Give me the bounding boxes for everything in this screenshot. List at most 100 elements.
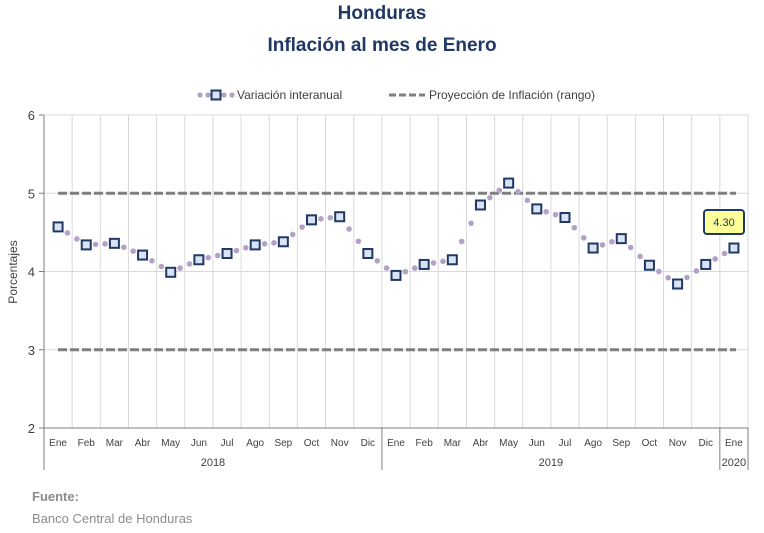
x-tick-label: Feb <box>78 438 96 449</box>
series-dot <box>383 265 390 271</box>
legend: Variación interanual Proyección de Infla… <box>197 88 595 102</box>
year-label: 2018 <box>201 457 225 469</box>
series-dot <box>289 231 296 238</box>
series-dot <box>627 244 634 251</box>
x-tick-label: Jun <box>529 438 545 449</box>
series-dot <box>571 224 578 231</box>
series-dot <box>515 188 521 195</box>
data-point-marker <box>52 221 64 233</box>
data-point-marker <box>531 203 543 215</box>
x-tick-label: Oct <box>304 438 320 449</box>
legend-dot-icon <box>197 92 203 98</box>
y-tick-label: 5 <box>28 186 35 201</box>
series-dot <box>374 258 381 264</box>
data-point-marker <box>334 211 346 223</box>
series-dot <box>599 242 606 248</box>
data-point-marker <box>503 177 515 189</box>
series-dot <box>346 226 352 232</box>
x-tick-label: Abr <box>473 438 489 449</box>
value-callout-text: 4.30 <box>713 217 734 229</box>
data-point-marker <box>418 258 430 270</box>
series-dot <box>327 214 334 221</box>
x-tick-label: May <box>161 438 180 449</box>
series-dot <box>684 274 690 281</box>
series-dot <box>552 211 559 218</box>
y-tick-label: 6 <box>28 108 35 123</box>
series-dot <box>205 254 212 261</box>
x-tick-label: Nov <box>331 438 349 449</box>
data-point-marker <box>587 242 599 254</box>
data-point-marker <box>672 278 684 290</box>
x-tick-label: Ene <box>725 438 743 449</box>
series-dot <box>402 268 409 275</box>
legend-square-marker-icon <box>210 89 222 101</box>
legend-dot-icon <box>205 92 211 98</box>
series-dot <box>496 187 503 194</box>
data-point-marker <box>277 236 289 248</box>
x-tick-label: Mar <box>444 438 462 449</box>
data-point-marker <box>137 249 149 261</box>
series-dot <box>458 238 465 245</box>
series-dot <box>665 274 672 281</box>
annotation: 4.30 <box>703 209 745 236</box>
source-text: Banco Central de Honduras <box>32 511 193 526</box>
series-dot <box>637 253 643 260</box>
data-point-marker <box>108 237 120 249</box>
y-tick-label: 3 <box>28 343 35 358</box>
series-dot <box>158 263 165 270</box>
legend-dot-icon <box>221 92 227 98</box>
year-label: 2019 <box>539 457 563 469</box>
series-dot <box>261 241 268 247</box>
data-point-marker <box>193 254 205 266</box>
series-dot <box>243 244 249 251</box>
x-tick-label: Sep <box>612 438 630 449</box>
series-dot <box>214 252 221 259</box>
data-point-marker <box>446 254 458 266</box>
value-callout-box <box>703 209 745 236</box>
series-dot <box>487 194 493 201</box>
series-dot <box>693 268 700 274</box>
data-point-marker <box>643 259 655 271</box>
x-tick-label: Jul <box>559 438 572 449</box>
x-tick-label: Ene <box>387 438 405 449</box>
legend-dot-icon <box>229 92 235 98</box>
data-point-marker <box>615 233 627 245</box>
chart-subtitle: Inflación al mes de Enero <box>267 35 497 56</box>
legend-label-series-1: Variación interanual <box>237 88 342 102</box>
data-point-marker <box>80 239 92 251</box>
year-label: 2020 <box>722 457 746 469</box>
series-dot <box>233 247 240 254</box>
y-axis-label: Porcentajes <box>6 240 20 303</box>
series-dot <box>355 238 362 245</box>
x-tick-label: Ago <box>246 438 264 449</box>
series-dot <box>102 241 108 247</box>
source-label: Fuente: <box>32 489 79 504</box>
data-point-marker <box>390 269 402 281</box>
series-dot <box>64 230 71 236</box>
data-point-marker <box>474 199 486 211</box>
series-dot <box>271 240 277 246</box>
chart-title: Honduras <box>337 3 427 24</box>
x-tick-label: Sep <box>274 438 292 449</box>
data-point-marker <box>362 248 374 260</box>
interpolation-dots <box>64 187 728 281</box>
x-tick-label: Nov <box>669 438 687 449</box>
data-point-marker <box>559 212 571 224</box>
series-dot <box>609 238 615 245</box>
series-dot <box>721 250 728 257</box>
x-tick-label: Dic <box>361 438 375 449</box>
data-point-marker <box>221 248 233 260</box>
series-dot <box>74 236 80 242</box>
inflation-chart: Variación interanual Proyección de Infla… <box>6 88 749 470</box>
series-dot <box>440 258 446 265</box>
y-tick-label: 4 <box>28 265 35 280</box>
series-dot <box>92 241 99 248</box>
x-tick-label: Jul <box>221 438 234 449</box>
x-tick-label: Dic <box>699 438 713 449</box>
series-dot <box>411 265 418 271</box>
x-tick-label: Jun <box>191 438 207 449</box>
data-point-marker <box>700 258 712 270</box>
x-tick-label: Abr <box>135 438 151 449</box>
x-axis-labels: Ene Feb Mar Abr May Jun Jul Ago Sep Oct Nov Dic Ene F… <box>43 428 749 470</box>
x-tick-label: Feb <box>416 438 434 449</box>
